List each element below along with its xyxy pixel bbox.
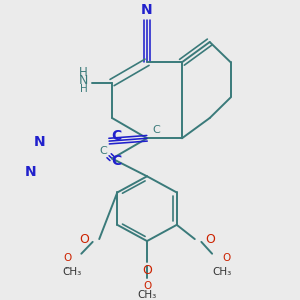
Text: H: H: [80, 84, 88, 94]
Text: N: N: [33, 135, 45, 149]
Text: C: C: [112, 129, 122, 143]
Text: C: C: [152, 125, 160, 136]
Text: O: O: [142, 264, 152, 278]
Text: C: C: [100, 146, 108, 156]
Text: N: N: [79, 74, 88, 87]
Text: O: O: [79, 233, 89, 246]
Text: O: O: [205, 233, 215, 246]
Text: O: O: [63, 253, 71, 263]
Text: O: O: [143, 281, 151, 291]
Text: CH₃: CH₃: [212, 267, 231, 277]
Text: methoxy: methoxy: [66, 268, 72, 269]
Text: C: C: [112, 154, 122, 168]
Text: H: H: [79, 66, 88, 79]
Text: N: N: [141, 3, 153, 17]
Text: CH₃: CH₃: [137, 290, 157, 300]
Text: N: N: [24, 165, 36, 179]
Text: O: O: [222, 253, 230, 263]
Text: CH₃: CH₃: [62, 267, 81, 277]
